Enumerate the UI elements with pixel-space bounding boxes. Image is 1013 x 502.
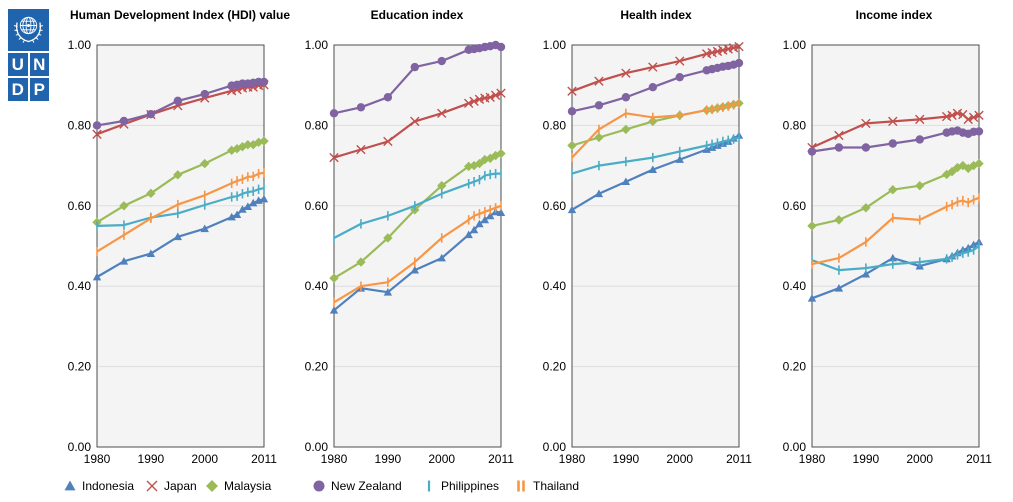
svg-text:1.00: 1.00 [68, 38, 92, 52]
svg-text:0.60: 0.60 [68, 199, 92, 213]
chart-title-health: Health index [620, 8, 692, 22]
svg-text:0.20: 0.20 [68, 360, 92, 374]
plot-health-index: 1.00 0.80 0.60 0.40 0.20 0.00 1980 1990 2000 2011 [527, 37, 767, 471]
legend-label: Philippines [441, 479, 500, 493]
svg-text:2000: 2000 [191, 452, 218, 466]
legend-item-japan: Japan [144, 477, 197, 495]
svg-text:0.40: 0.40 [305, 279, 329, 293]
svg-text:1990: 1990 [613, 452, 640, 466]
svg-text:0.00: 0.00 [68, 440, 92, 454]
indonesia-triangle-marker-icon [62, 478, 78, 494]
svg-text:2000: 2000 [428, 452, 455, 466]
svg-text:1990: 1990 [138, 452, 165, 466]
svg-text:1980: 1980 [559, 452, 586, 466]
svg-text:1.00: 1.00 [305, 38, 329, 52]
svg-text:0.40: 0.40 [68, 279, 92, 293]
undp-letters: U N D P [8, 53, 49, 101]
new-zealand-circle-marker-icon [311, 478, 327, 494]
svg-text:2011: 2011 [966, 452, 992, 466]
chart-title-hdi: Human Development Index (HDI) value [69, 8, 291, 22]
svg-text:2000: 2000 [666, 452, 693, 466]
legend-item-thailand: Thailand [513, 477, 579, 495]
legend-item-indonesia: Indonesia [62, 477, 134, 495]
svg-text:0.40: 0.40 [543, 279, 567, 293]
svg-text:0.40: 0.40 [783, 279, 807, 293]
plot-hdi-value: 1.00 0.80 0.60 0.40 0.20 0.00 1980 1990 2000 2011 [52, 37, 292, 471]
svg-text:0.00: 0.00 [783, 440, 807, 454]
svg-text:1980: 1980 [321, 452, 348, 466]
un-emblem-icon [8, 9, 49, 51]
svg-text:0.80: 0.80 [68, 118, 92, 132]
malaysia-diamond-marker-icon [204, 478, 220, 494]
svg-text:0.60: 0.60 [783, 199, 807, 213]
legend-item-philippines: Philippines [421, 477, 499, 495]
legend-label: Indonesia [82, 479, 135, 493]
chart-title-education: Education index [370, 8, 464, 22]
legend-item-new-zealand: New Zealand [311, 477, 402, 495]
legend-label: Japan [164, 479, 197, 493]
philippines-dash-marker-icon [421, 478, 437, 494]
svg-text:0.60: 0.60 [543, 199, 567, 213]
svg-text:1980: 1980 [84, 452, 111, 466]
chart-title-income: Income index [855, 8, 933, 22]
svg-text:0.00: 0.00 [305, 440, 329, 454]
logo-letter-n: N [29, 53, 49, 76]
svg-text:0.60: 0.60 [305, 199, 329, 213]
svg-text:2011: 2011 [726, 452, 752, 466]
logo-letter-d: D [8, 78, 28, 101]
legend-item-malaysia: Malaysia [204, 477, 271, 495]
svg-text:2011: 2011 [251, 452, 277, 466]
japan-x-marker-icon [144, 478, 160, 494]
svg-text:2000: 2000 [906, 452, 933, 466]
svg-text:0.00: 0.00 [543, 440, 567, 454]
legend-label: Malaysia [224, 479, 272, 493]
svg-text:1980: 1980 [799, 452, 826, 466]
svg-text:0.20: 0.20 [305, 360, 329, 374]
svg-text:1.00: 1.00 [783, 38, 807, 52]
plot-education-index: 1.00 0.80 0.60 0.40 0.20 0.00 1980 1990 2000 2011 [289, 37, 529, 471]
legend-label: New Zealand [331, 479, 402, 493]
svg-text:0.80: 0.80 [783, 118, 807, 132]
logo-letter-p: P [29, 78, 49, 101]
legend-label: Thailand [533, 479, 580, 493]
undp-logo: U N D P [8, 9, 49, 101]
svg-text:1990: 1990 [375, 452, 402, 466]
logo-letter-u: U [8, 53, 28, 76]
svg-text:0.80: 0.80 [543, 118, 567, 132]
svg-text:0.20: 0.20 [543, 360, 567, 374]
svg-text:0.20: 0.20 [783, 360, 807, 374]
svg-text:1990: 1990 [853, 452, 880, 466]
svg-text:1.00: 1.00 [543, 38, 567, 52]
plot-income-index: 1.00 0.80 0.60 0.40 0.20 0.00 1980 1990 2000 2011 [767, 37, 1007, 471]
svg-text:2011: 2011 [488, 452, 514, 466]
svg-text:0.80: 0.80 [305, 118, 329, 132]
thailand-double-dash-marker-icon [513, 478, 529, 494]
